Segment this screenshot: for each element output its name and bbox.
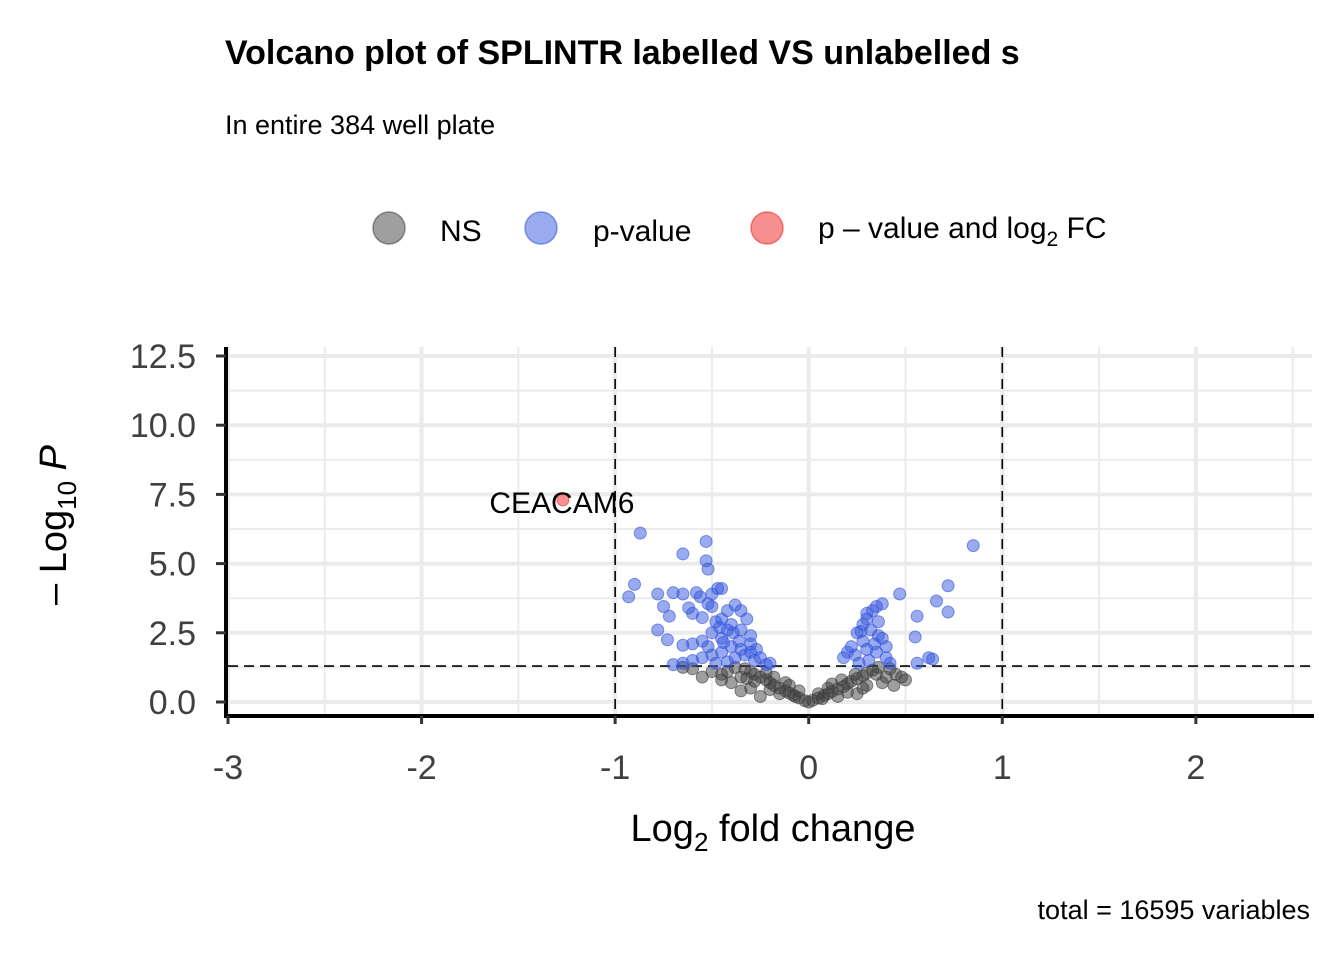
data-point bbox=[856, 681, 870, 695]
legend-label-fc: p – value and log2 FC bbox=[818, 212, 1107, 251]
x-tick-label: -1 bbox=[600, 749, 630, 787]
x-axis-title: Log2 fold change bbox=[631, 808, 916, 857]
threshold-lines bbox=[228, 347, 1312, 716]
data-point bbox=[734, 684, 748, 698]
data-point bbox=[815, 692, 829, 706]
legend-label-ns: NS bbox=[440, 215, 482, 248]
data-point bbox=[744, 637, 758, 651]
x-tick-label: -3 bbox=[213, 749, 243, 787]
data-point bbox=[869, 645, 883, 659]
data-point bbox=[871, 615, 885, 629]
data-point bbox=[740, 671, 754, 685]
data-point bbox=[753, 689, 767, 703]
data-point bbox=[660, 633, 674, 647]
data-point bbox=[926, 652, 940, 666]
y-tick-label: 10.0 bbox=[130, 407, 196, 445]
data-point bbox=[825, 677, 839, 691]
data-point bbox=[860, 606, 874, 620]
x-tick-label: 2 bbox=[1186, 749, 1205, 787]
data-point bbox=[651, 587, 665, 601]
data-point bbox=[676, 638, 690, 652]
legend-label-p: p-value bbox=[593, 215, 691, 248]
data-point bbox=[763, 683, 777, 697]
data-point bbox=[720, 655, 734, 669]
chart-caption: total = 16595 variables bbox=[1038, 895, 1310, 925]
data-point bbox=[676, 587, 690, 601]
data-point bbox=[778, 676, 792, 690]
y-axis-title: – Log10 P bbox=[33, 444, 82, 605]
data-point bbox=[910, 609, 924, 623]
data-point bbox=[666, 658, 680, 672]
data-point bbox=[871, 660, 885, 674]
data-point bbox=[701, 562, 715, 576]
y-tick-label: 2.5 bbox=[149, 615, 196, 653]
data-point bbox=[854, 624, 868, 638]
data-point bbox=[556, 493, 570, 507]
data-point bbox=[910, 656, 924, 670]
data-point bbox=[875, 676, 889, 690]
data-point bbox=[622, 590, 636, 604]
data-point bbox=[788, 689, 802, 703]
x-tick-label: 1 bbox=[993, 749, 1012, 787]
legend-key-fc bbox=[750, 211, 784, 245]
legend-key-ns bbox=[372, 211, 406, 245]
y-tick-label: 0.0 bbox=[149, 684, 196, 722]
data-point bbox=[852, 656, 866, 670]
data-point bbox=[662, 609, 676, 623]
data-point bbox=[715, 582, 729, 596]
x-tick-label: -2 bbox=[406, 749, 436, 787]
data-point bbox=[908, 630, 922, 644]
data-point bbox=[726, 626, 740, 640]
data-point bbox=[628, 577, 641, 591]
chart-title: Volcano plot of SPLINTR labelled VS unla… bbox=[225, 34, 1020, 72]
data-point bbox=[837, 651, 851, 665]
chart-subtitle: In entire 384 well plate bbox=[225, 110, 495, 140]
data-point bbox=[895, 670, 909, 684]
axes bbox=[224, 347, 1314, 718]
data-point bbox=[883, 656, 897, 670]
x-axis-ticks: -3 -2 -1 0 1 2 bbox=[213, 716, 1205, 787]
point-label: CEACAM6 bbox=[489, 487, 634, 520]
data-point bbox=[705, 600, 719, 614]
y-tick-label: 5.0 bbox=[149, 546, 196, 584]
y-tick-label: 7.5 bbox=[149, 476, 196, 514]
data-point bbox=[701, 640, 715, 654]
data-points bbox=[556, 493, 980, 709]
legend: NS p-value p – value and log2 FC bbox=[372, 211, 1107, 251]
data-point bbox=[713, 620, 727, 634]
data-point bbox=[695, 670, 709, 684]
data-point bbox=[966, 539, 980, 553]
legend-key-p bbox=[524, 211, 558, 245]
data-point bbox=[657, 600, 671, 614]
data-point bbox=[633, 526, 647, 540]
data-point bbox=[759, 658, 773, 672]
y-tick-label: 12.5 bbox=[130, 338, 196, 376]
data-point bbox=[693, 590, 707, 604]
x-tick-label: 0 bbox=[799, 749, 818, 787]
data-point bbox=[893, 587, 907, 601]
data-point bbox=[887, 678, 901, 692]
data-point bbox=[651, 623, 665, 637]
data-point bbox=[941, 579, 955, 593]
data-point bbox=[941, 605, 955, 619]
data-point bbox=[699, 534, 713, 548]
data-point bbox=[695, 611, 709, 625]
data-point bbox=[717, 635, 731, 649]
data-point bbox=[676, 547, 690, 561]
data-point bbox=[740, 612, 754, 626]
point-labels: CEACAM6 bbox=[489, 487, 634, 520]
y-axis-ticks: 0.0 2.5 5.0 7.5 10.0 12.5 bbox=[130, 338, 226, 722]
data-point bbox=[929, 594, 943, 608]
data-point bbox=[709, 656, 723, 670]
data-point bbox=[848, 667, 862, 681]
data-point bbox=[715, 667, 729, 681]
